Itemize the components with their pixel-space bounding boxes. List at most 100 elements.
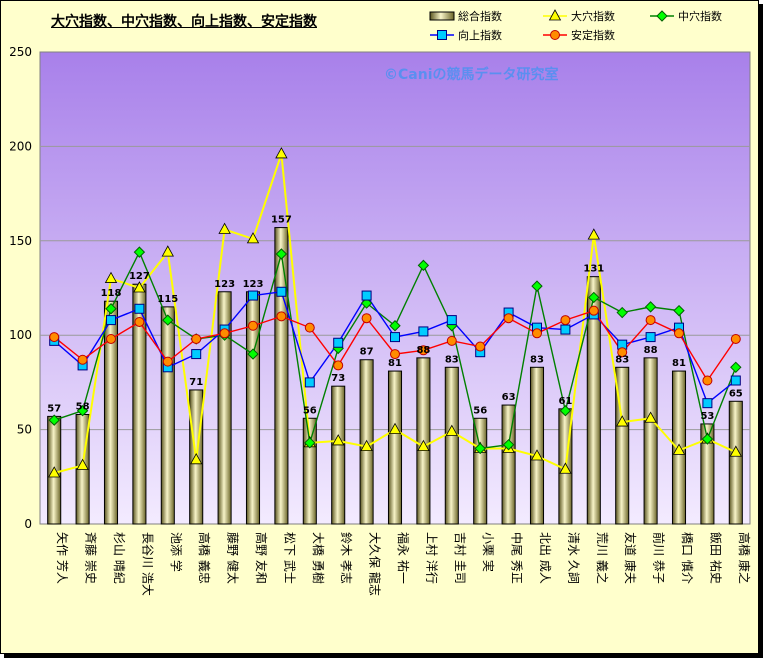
marker-circle [446, 335, 457, 346]
marker-diamond [48, 414, 60, 426]
marker-circle [730, 333, 741, 344]
marker-circle [304, 322, 315, 333]
x-tick-label: 鈴木 孝志 [339, 532, 354, 584]
marker-triangle [133, 281, 146, 293]
marker-square [304, 377, 315, 388]
x-tick-label: 大橋 勇樹 [311, 532, 325, 584]
marker-triangle [332, 434, 345, 446]
x-tick-label: 藤野 健太 [226, 532, 241, 584]
y-tick-label: 100 [9, 328, 32, 342]
bar [501, 404, 516, 525]
marker-diamond [105, 303, 117, 315]
bar-data-label: 56 [473, 405, 487, 416]
marker-triangle [161, 245, 174, 257]
marker-triangle [388, 422, 402, 435]
marker-triangle [616, 415, 629, 427]
x-tick-label: 福永 祐一 [396, 532, 411, 584]
marker-circle [77, 354, 88, 365]
marker-diamond [588, 291, 600, 304]
x-tick-label: 斉藤 崇史 [84, 532, 99, 584]
legend-label: 向上指数 [458, 28, 502, 42]
x-tick-label: 小栗 実 [481, 532, 496, 572]
x-tick-label: 高橋 義忠 [197, 532, 212, 584]
marker-diamond [701, 433, 714, 445]
marker-circle [560, 315, 571, 326]
marker-diamond [389, 320, 401, 332]
bar-data-label: 57 [47, 403, 61, 414]
bar [643, 357, 658, 525]
x-tick-label: 中尾 秀正 [510, 532, 525, 584]
marker-diamond [474, 442, 486, 455]
marker-square [645, 332, 656, 343]
marker-circle [248, 320, 258, 331]
marker-triangle [48, 466, 61, 478]
bar-data-label: 61 [558, 396, 572, 407]
marker-circle [617, 347, 628, 358]
marker-diamond [730, 361, 742, 374]
marker-circle [219, 328, 230, 339]
marker-triangle [360, 439, 373, 451]
x-tick-label: 大久保 龍志 [368, 532, 383, 596]
marker-square [106, 315, 116, 326]
marker-triangle [246, 232, 260, 244]
x-tick-label: 北出 成人 [538, 532, 552, 584]
x-tick-label: 前川 恭子 [652, 532, 667, 584]
marker-circle [674, 328, 684, 339]
bar-data-label: 83 [530, 354, 544, 365]
marker-triangle [417, 439, 430, 451]
marker-circle [134, 316, 145, 327]
bar-data-label: 87 [360, 347, 374, 358]
legend-label: 中穴指数 [678, 9, 722, 23]
bar [387, 370, 403, 525]
marker-diamond [247, 348, 259, 360]
bar-data-label: 73 [331, 373, 345, 384]
marker-circle [333, 360, 344, 371]
x-tick-label: 池添 学 [169, 532, 184, 572]
marker-diamond [502, 438, 515, 451]
bar-data-label: 63 [502, 392, 516, 403]
x-tick-label: 荒川 義之 [595, 532, 610, 584]
marker-circle [162, 356, 173, 367]
marker-circle [550, 30, 560, 40]
marker-diamond [656, 10, 668, 22]
marker-square [333, 337, 344, 348]
bar-data-label: 118 [101, 288, 122, 299]
bar [529, 366, 545, 525]
bar-data-label: 88 [416, 345, 430, 356]
y-tick-label: 0 [24, 517, 32, 531]
x-tick-label: 吉村 圭司 [453, 532, 467, 584]
bar-data-label: 81 [388, 358, 402, 369]
legend-label: 総合指数 [458, 9, 502, 23]
x-tick-label: 清水 久詞 [566, 532, 580, 584]
marker-triangle [275, 147, 288, 159]
marker-triangle [218, 222, 231, 234]
marker-circle [106, 333, 116, 344]
bar-series [47, 227, 743, 525]
bar [586, 276, 601, 525]
marker-square [446, 315, 457, 326]
marker-diamond [531, 280, 543, 292]
marker-circle [645, 315, 656, 326]
bar-data-label: 58 [76, 401, 90, 412]
marker-circle [49, 332, 60, 343]
marker-square [560, 324, 571, 335]
marker-diamond [275, 248, 288, 260]
marker-diamond [76, 405, 89, 417]
marker-circle [418, 345, 429, 356]
bar [331, 385, 346, 525]
bar-data-label: 88 [644, 345, 658, 356]
marker-circle [702, 375, 713, 386]
marker-square [276, 286, 287, 297]
bar-data-labels: 57 58 118 127 115 71 123 123 157 56 73 87 81 88 83 56 63… [47, 215, 743, 422]
bar [160, 306, 175, 525]
marker-triangle [190, 452, 203, 465]
line-series [48, 147, 742, 478]
x-tick-label: 飯田 祐史 [708, 532, 723, 584]
bar-data-label: 123 [243, 279, 264, 290]
bar-data-label: 123 [214, 279, 235, 290]
marker-triangle [548, 9, 562, 21]
marker-diamond [162, 314, 174, 326]
x-tick-label: 橋口 慎介 [680, 532, 694, 584]
